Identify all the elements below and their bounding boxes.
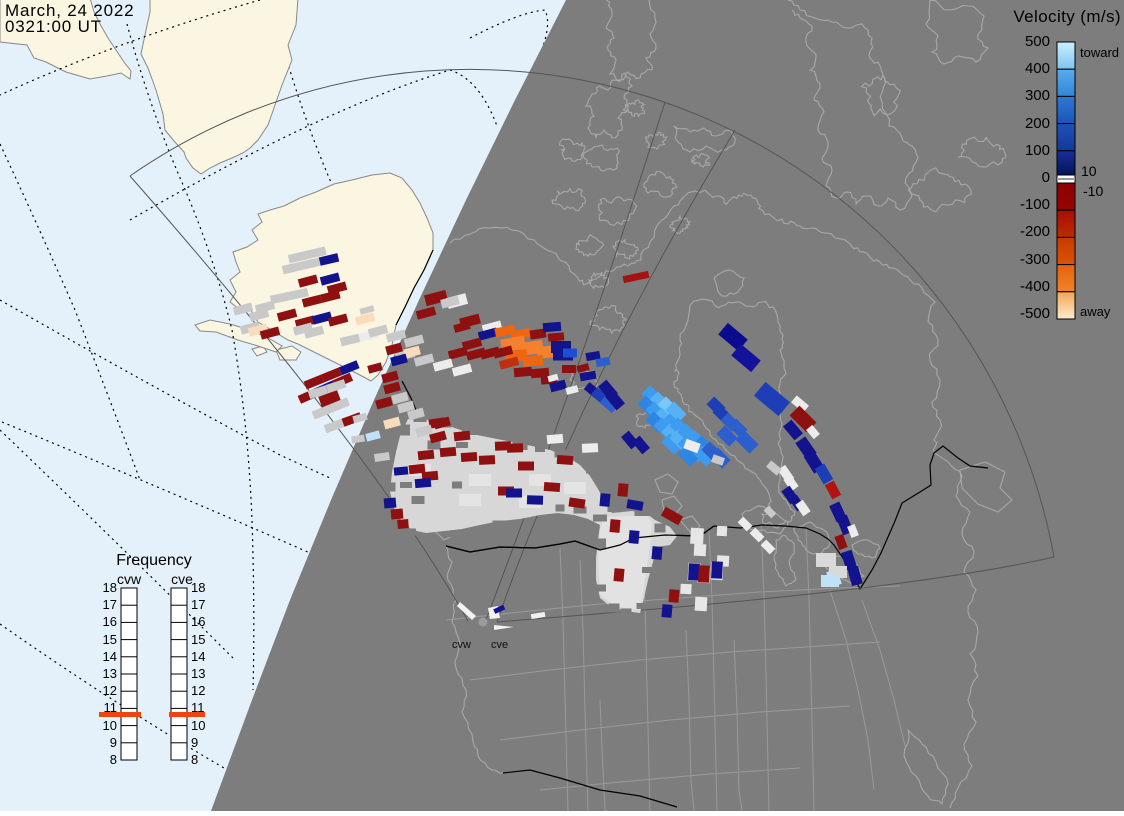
svg-text:11: 11 [191, 700, 205, 715]
svg-text:March, 24 2022: March, 24 2022 [5, 1, 134, 20]
svg-text:toward: toward [1080, 45, 1119, 60]
svg-text:13: 13 [103, 666, 117, 681]
svg-text:17: 17 [191, 597, 205, 612]
svg-text:11: 11 [104, 700, 118, 715]
svg-text:cvw: cvw [452, 639, 471, 651]
svg-text:cve: cve [171, 571, 193, 587]
svg-text:9: 9 [191, 735, 198, 750]
svg-text:-300: -300 [1020, 251, 1050, 268]
svg-text:-400: -400 [1020, 278, 1050, 295]
svg-text:0321:00 UT: 0321:00 UT [5, 17, 102, 36]
svg-text:12: 12 [103, 683, 117, 698]
svg-text:-100: -100 [1020, 196, 1050, 213]
svg-text:Frequency: Frequency [116, 552, 192, 569]
svg-text:away: away [1080, 304, 1111, 319]
svg-text:100: 100 [1025, 142, 1050, 159]
svg-text:-10: -10 [1083, 183, 1103, 199]
svg-text:18: 18 [103, 580, 117, 595]
svg-text:-200: -200 [1020, 223, 1050, 240]
svg-text:9: 9 [110, 735, 117, 750]
svg-text:cvw: cvw [117, 571, 142, 587]
svg-text:Velocity (m/s): Velocity (m/s) [1013, 7, 1121, 26]
svg-text:16: 16 [191, 614, 205, 629]
svg-text:8: 8 [110, 752, 117, 767]
svg-text:10: 10 [191, 718, 205, 733]
svg-text:12: 12 [191, 683, 205, 698]
svg-text:10: 10 [103, 718, 117, 733]
svg-text:13: 13 [191, 666, 205, 681]
svg-text:400: 400 [1025, 60, 1050, 77]
svg-text:15: 15 [191, 632, 205, 647]
svg-text:300: 300 [1025, 87, 1050, 104]
svg-text:16: 16 [103, 614, 117, 629]
svg-text:14: 14 [191, 649, 205, 664]
svg-text:15: 15 [103, 632, 117, 647]
svg-text:0: 0 [1042, 169, 1050, 186]
svg-text:500: 500 [1025, 33, 1050, 50]
svg-text:200: 200 [1025, 115, 1050, 132]
svg-text:10: 10 [1081, 163, 1097, 179]
svg-text:cve: cve [491, 639, 508, 651]
svg-text:18: 18 [191, 580, 205, 595]
svg-text:-500: -500 [1020, 305, 1050, 322]
svg-text:17: 17 [103, 597, 117, 612]
svg-text:8: 8 [191, 752, 198, 767]
svg-text:14: 14 [103, 649, 117, 664]
